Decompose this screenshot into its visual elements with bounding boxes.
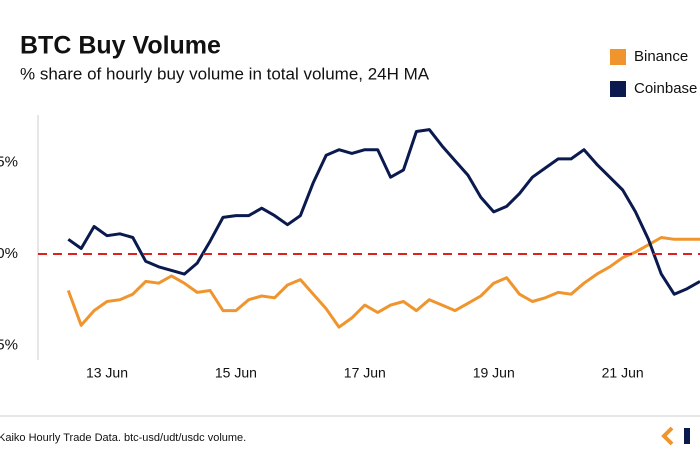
legend-label: Binance: [634, 48, 688, 65]
y-tick-label: 55%: [0, 154, 18, 171]
series-line: [66, 236, 700, 329]
chart-title: BTC Buy Volume: [20, 32, 221, 60]
series-line: [67, 128, 700, 296]
y-tick-label: 50%: [0, 245, 18, 262]
source-note: Kaiko Hourly Trade Data. btc-usd/udt/usd…: [0, 432, 246, 444]
chart-subtitle: % share of hourly buy volume in total vo…: [20, 64, 430, 83]
x-tick-label: 21 Jun: [602, 365, 644, 381]
x-tick-label: 13 Jun: [86, 365, 128, 381]
legend-swatch: [610, 49, 626, 65]
logo: [661, 426, 690, 446]
legend-swatch: [610, 81, 626, 97]
x-tick-label: 15 Jun: [215, 365, 257, 381]
y-tick-label: 45%: [0, 336, 18, 353]
x-tick-label: 19 Jun: [473, 365, 515, 381]
legend-label: Coinbase: [634, 80, 697, 97]
x-tick-label: 17 Jun: [344, 365, 386, 381]
